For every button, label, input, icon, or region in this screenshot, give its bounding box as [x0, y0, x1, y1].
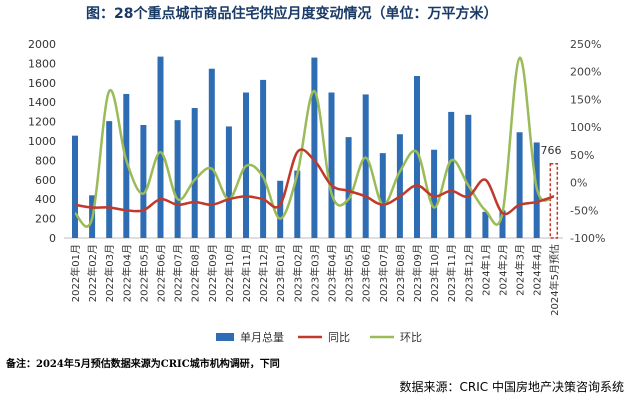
x-tick-label: 2024年5月预估	[548, 244, 561, 316]
left-tick-label: 400	[35, 193, 56, 206]
x-tick-label: 2023年08月	[394, 244, 407, 302]
x-tick-label: 2023年02月	[291, 244, 304, 302]
yoy-line	[74, 148, 555, 216]
bar	[516, 132, 523, 238]
bar	[208, 68, 215, 238]
x-tick-label: 2023年01月	[274, 244, 287, 302]
right-tick-label: -100%	[570, 232, 605, 245]
x-tick-label: 2023年12月	[462, 244, 475, 302]
x-tick-label: 2022年02月	[86, 244, 99, 302]
left-tick-label: 200	[35, 213, 56, 226]
legend-swatch-bar	[216, 333, 234, 341]
bar	[311, 57, 318, 238]
left-tick-label: 1600	[28, 77, 56, 90]
x-tick-label: 2023年10月	[428, 244, 441, 302]
bar	[414, 76, 420, 238]
x-tick-label: 2022年03月	[103, 244, 116, 302]
bar	[465, 114, 472, 238]
bar	[225, 126, 232, 238]
bar	[157, 56, 164, 238]
x-axis: 2022年01月 2022年02月 2022年03月 2022年04月 2022年05月…	[69, 244, 561, 316]
bar	[294, 170, 301, 238]
x-tick-label: 2023年07月	[377, 244, 390, 302]
bar	[277, 180, 284, 238]
left-tick-label: 0	[49, 232, 56, 245]
mom-line	[74, 56, 555, 228]
left-tick-label: 2000	[28, 38, 56, 51]
x-tick-label: 2022年12月	[257, 244, 270, 302]
x-tick-label: 2023年05月	[343, 244, 356, 302]
x-tick-label: 2023年04月	[326, 244, 339, 302]
forecast-marker	[549, 162, 559, 239]
bar	[448, 111, 455, 238]
bar	[362, 94, 369, 238]
chart-title: 图：28个重点城市商品住宅供应月度变动情况（单位：万平方米）	[86, 5, 497, 22]
legend-label-yoy: 同比	[328, 331, 350, 344]
right-axis: -100% -50% 0% 50% 100% 150% 200% 250%	[570, 38, 605, 245]
left-tick-label: 1200	[28, 116, 56, 129]
bar	[328, 92, 335, 238]
x-tick-label: 2023年09月	[411, 244, 424, 302]
bar	[499, 210, 506, 238]
x-tick-label: 2024年4月	[531, 244, 544, 296]
bar	[106, 121, 113, 238]
bar	[72, 135, 78, 238]
bar	[431, 149, 438, 238]
left-tick-label: 1400	[28, 96, 56, 109]
bar	[140, 124, 147, 238]
bar	[345, 137, 352, 238]
forecast-bar	[549, 162, 559, 239]
x-tick-label: 2023年03月	[308, 244, 321, 302]
x-tick-label: 2022年09月	[206, 244, 219, 302]
x-tick-label: 2023年06月	[360, 244, 373, 302]
bar	[191, 108, 198, 239]
x-tick-label: 2024年3月	[514, 244, 527, 296]
right-tick-label: 150%	[570, 93, 601, 106]
footnote: 备注：2024年5月预估数据来源为CRIC城市机构调研，下同	[5, 357, 280, 370]
legend-label-mom: 环比	[400, 331, 422, 344]
forecast-callout-label: 766	[541, 144, 562, 157]
legend-label-bar: 单月总量	[240, 330, 284, 344]
right-tick-label: 100%	[570, 121, 601, 134]
x-tick-label: 2022年11月	[240, 244, 253, 302]
legend: 单月总量 同比 环比	[216, 330, 422, 344]
x-tick-label: 2024年1月	[479, 244, 492, 296]
left-tick-label: 1800	[28, 57, 56, 70]
right-tick-label: 50%	[570, 149, 594, 162]
x-tick-label: 2022年05月	[137, 244, 150, 302]
left-tick-label: 800	[35, 154, 56, 167]
bar	[379, 153, 386, 238]
bar	[482, 211, 489, 238]
x-tick-label: 2022年01月	[69, 244, 82, 302]
right-tick-label: 0%	[570, 177, 587, 190]
right-tick-label: 250%	[570, 38, 601, 51]
x-tick-label: 2022年07月	[172, 244, 185, 302]
bar	[123, 93, 130, 238]
right-tick-label: -50%	[570, 204, 598, 217]
x-tick-label: 2022年04月	[120, 244, 133, 302]
left-tick-label: 1000	[28, 135, 56, 148]
x-tick-label: 2024年2月	[497, 244, 510, 296]
right-tick-label: 200%	[570, 66, 601, 79]
bar	[396, 134, 403, 238]
bar	[260, 79, 267, 238]
data-source: 数据来源：CRIC 中国房地产决策咨询系统	[400, 379, 624, 394]
line-series	[74, 56, 555, 228]
x-tick-label: 2023年11月	[445, 244, 458, 302]
x-tick-label: 2022年08月	[189, 244, 202, 302]
x-tick-label: 2022年06月	[155, 244, 168, 302]
bar	[174, 120, 181, 238]
x-tick-label: 2022年10月	[223, 244, 236, 302]
left-tick-label: 600	[35, 174, 56, 187]
